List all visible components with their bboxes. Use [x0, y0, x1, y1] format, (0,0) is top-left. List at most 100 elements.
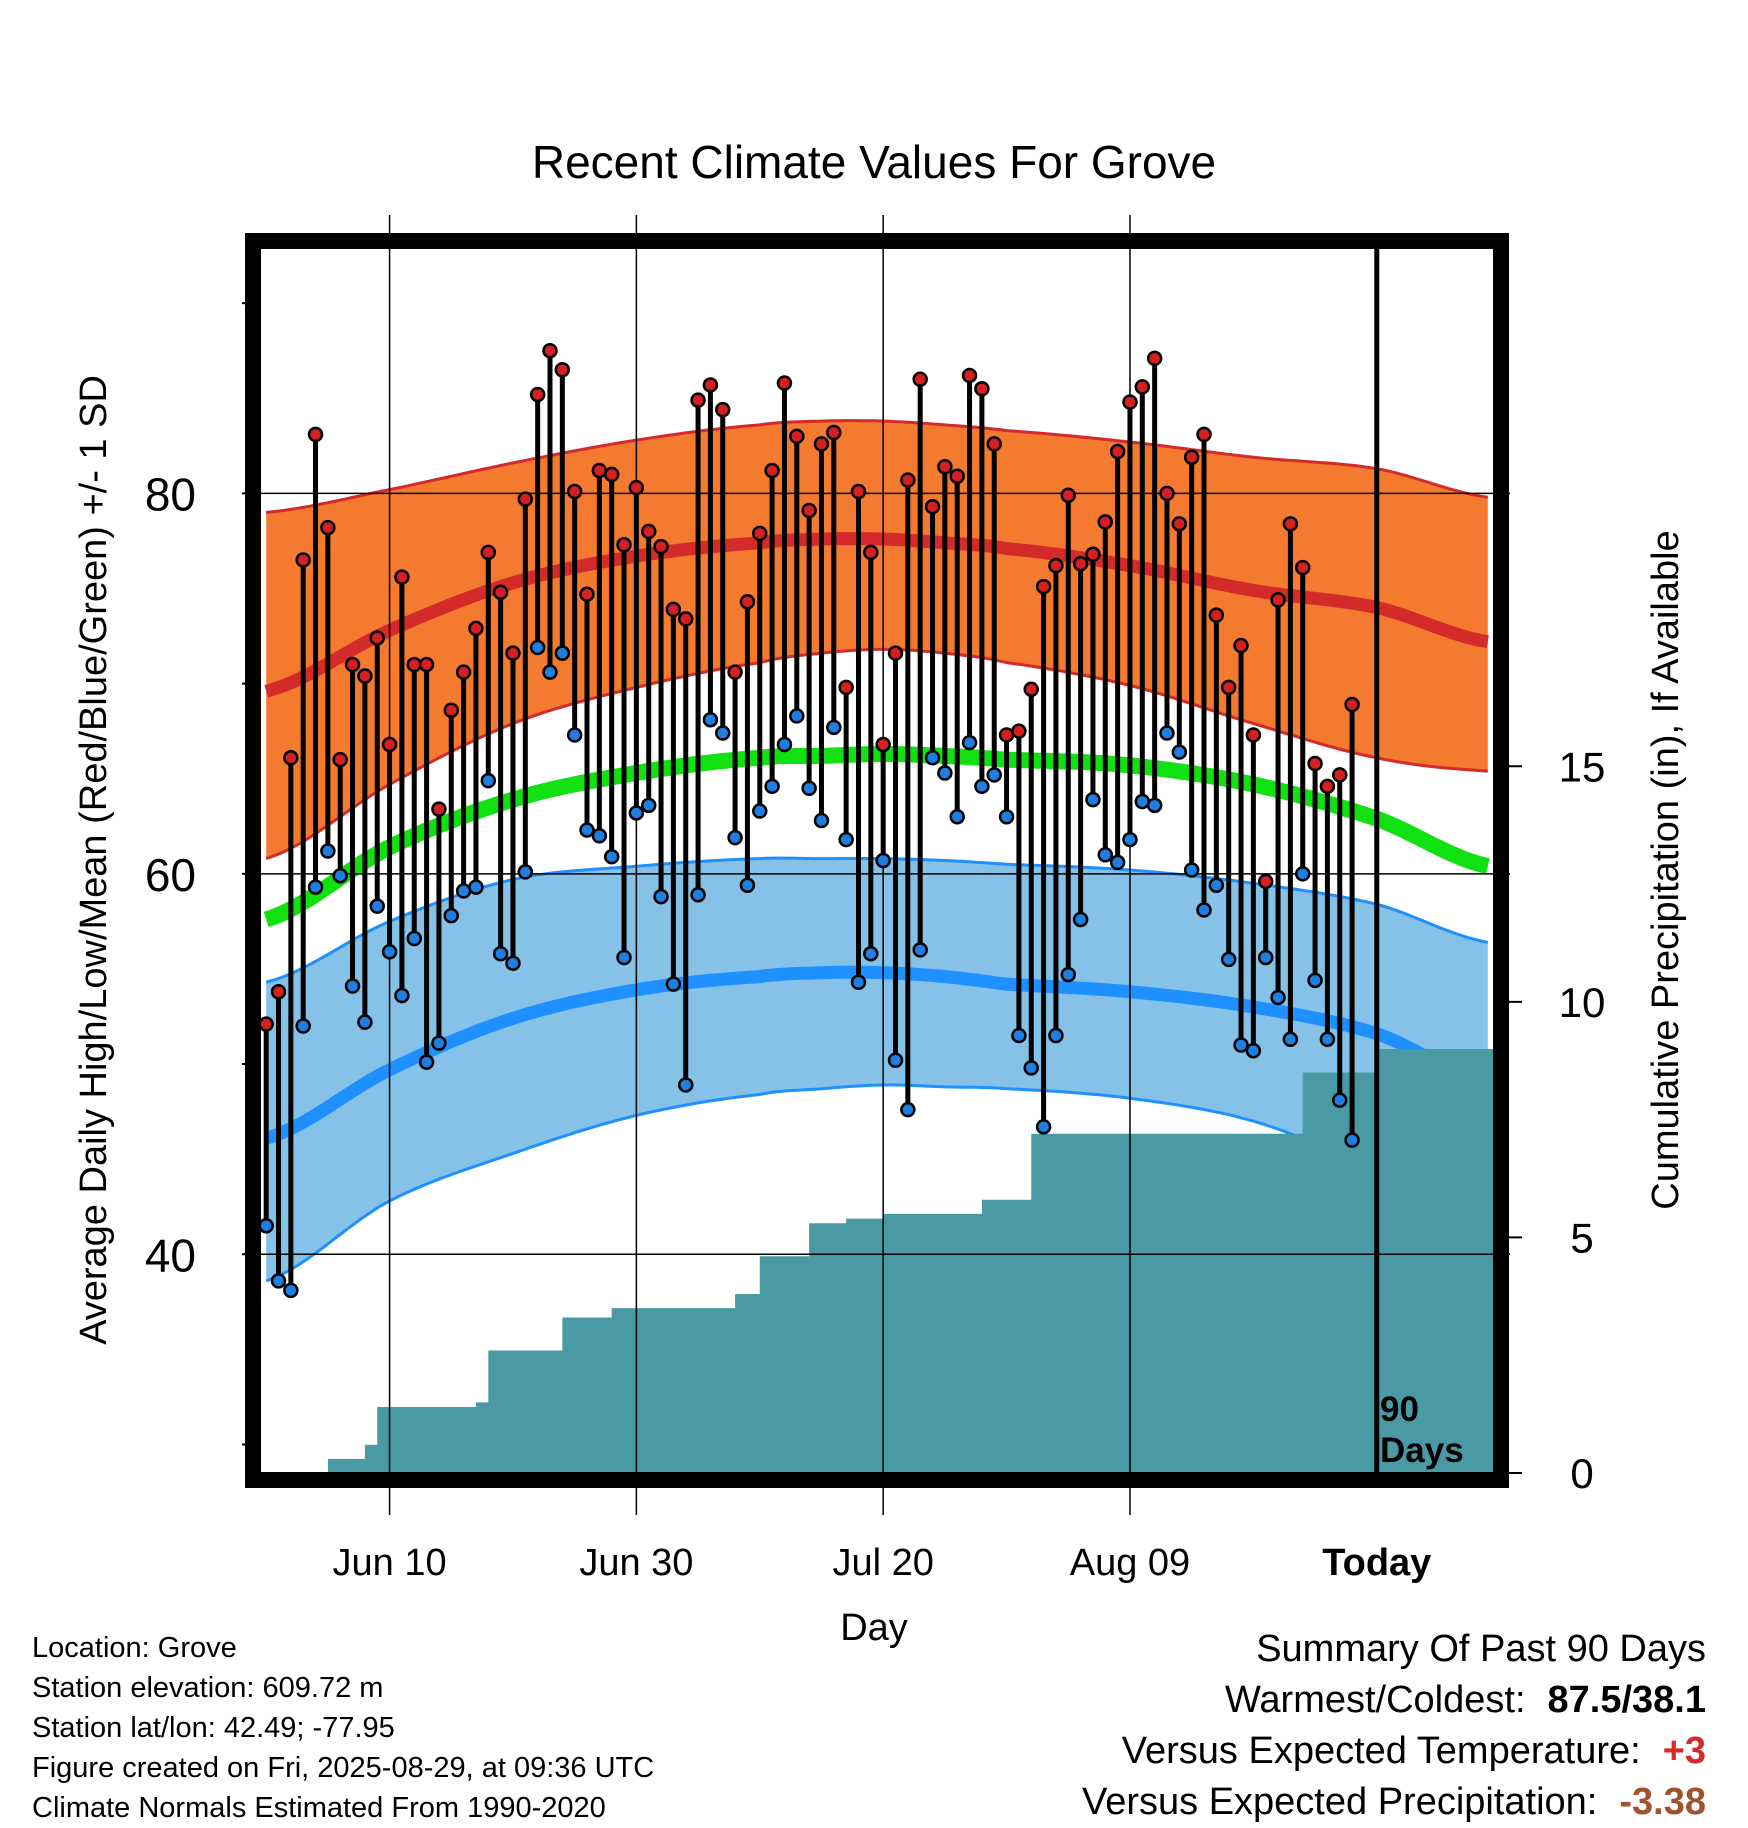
- daily-high-point: [1270, 592, 1286, 608]
- daily-low-point: [517, 864, 534, 880]
- daily-low-point: [887, 1052, 904, 1068]
- daily-low-point: [431, 1035, 447, 1051]
- daily-high-point: [924, 498, 941, 515]
- daily-high-point: [1023, 681, 1039, 698]
- daily-high-point: [801, 502, 817, 519]
- daily-high-point: [1134, 379, 1151, 395]
- daily-low-point: [727, 829, 743, 846]
- daily-low-point: [542, 664, 558, 680]
- daily-low-point: [554, 645, 571, 661]
- low-sd-band-fill: [266, 858, 1488, 1281]
- daily-high-point: [1344, 696, 1360, 713]
- daily-high-point: [900, 472, 916, 488]
- precip-row: Versus Expected Precipitation: -3.38: [1082, 1777, 1706, 1828]
- warm-cold-row: Warmest/Coldest: 87.5/38.1: [1082, 1675, 1706, 1726]
- normal-low-line: [264, 965, 1490, 1145]
- daily-low-point: [468, 879, 484, 895]
- daily-high-point: [591, 462, 608, 479]
- daily-high-point: [776, 375, 793, 391]
- daily-low-point: [283, 1282, 299, 1299]
- location-text: Location: Grove: [32, 1632, 237, 1664]
- daily-low-point: [529, 639, 546, 656]
- daily-high-point: [332, 751, 348, 768]
- plot-frame: [245, 233, 1509, 1488]
- daily-low-point: [1196, 902, 1212, 918]
- daily-low-point: [924, 750, 941, 766]
- daily-low-point: [1097, 847, 1114, 863]
- daily-low-point: [1294, 866, 1311, 882]
- temp-value: +3: [1662, 1730, 1706, 1772]
- y-tick-label: 80: [145, 468, 196, 520]
- daily-low-point: [1134, 793, 1151, 810]
- daily-low-point: [258, 1217, 274, 1234]
- daily-high-point: [1146, 350, 1163, 367]
- daily-high-point: [764, 462, 780, 479]
- daily-high-point: [690, 392, 706, 408]
- daily-high-point: [1048, 557, 1064, 574]
- daily-low-point: [270, 1273, 287, 1289]
- daily-low-point: [1208, 877, 1225, 893]
- summary-heading: Summary Of Past 90 Days: [1256, 1628, 1706, 1670]
- daily-high-point: [468, 620, 484, 637]
- daily-high-point: [677, 611, 694, 627]
- daily-low-point: [616, 949, 632, 966]
- daily-low-point: [1245, 1042, 1262, 1059]
- daily-low-point: [863, 945, 879, 962]
- daily-low-point: [974, 778, 990, 795]
- daily-high-point: [1307, 755, 1323, 772]
- daily-low-point: [1023, 1060, 1039, 1076]
- created-text: Figure created on Fri, 2025-08-29, at 09…: [32, 1752, 655, 1784]
- daily-high-point: [406, 656, 422, 673]
- daily-high-point: [529, 386, 546, 403]
- today-days-label: 90: [1380, 1390, 1419, 1429]
- y-axis-label: Average Daily High/Low/Mean (Red/Blue/Gr…: [73, 375, 115, 1345]
- daily-low-point: [998, 809, 1015, 825]
- daily-low-point: [1146, 797, 1163, 814]
- daily-low-point: [332, 867, 348, 884]
- daily-high-point: [1183, 449, 1200, 465]
- daily-low-point: [1233, 1037, 1249, 1053]
- warm-cold-label: Warmest/Coldest:: [1224, 1679, 1526, 1721]
- daily-high-point: [702, 377, 719, 393]
- daily-high-point: [554, 361, 571, 378]
- precipitation-area: [315, 1048, 1494, 1473]
- precip-label: Versus Expected Precipitation:: [1081, 1781, 1598, 1823]
- daily-high-point: [739, 594, 756, 610]
- daily-low-point: [653, 888, 669, 905]
- daily-high-point: [1122, 394, 1138, 410]
- daily-high-point: [949, 468, 965, 485]
- daily-high-point: [566, 483, 583, 500]
- daily-low-point: [394, 987, 410, 1004]
- daily-low-point: [603, 848, 620, 865]
- daily-high-point: [653, 538, 669, 555]
- normals-text: Climate Normals Estimated From 1990-2020: [32, 1792, 606, 1824]
- daily-low-point: [307, 879, 324, 895]
- daily-low-point: [986, 767, 1002, 783]
- daily-high-point: [418, 656, 435, 673]
- daily-low-point: [677, 1077, 694, 1093]
- daily-high-point: [1332, 767, 1348, 783]
- daily-low-point: [1011, 1027, 1027, 1044]
- daily-low-point: [776, 736, 793, 753]
- daily-low-point: [826, 719, 842, 736]
- high-sd-band-lower-edge: [265, 647, 1488, 861]
- daily-low-point: [1060, 966, 1077, 983]
- daily-low-point: [1109, 854, 1126, 871]
- daily-high-point: [455, 664, 472, 680]
- daily-high-point: [1282, 516, 1299, 532]
- y-tick-label: 60: [145, 849, 196, 901]
- daily-low-point: [937, 765, 953, 781]
- daily-low-point: [690, 886, 706, 903]
- daily-low-point: [1183, 862, 1200, 878]
- daily-high-point: [1196, 426, 1212, 443]
- daily-low-point: [1220, 951, 1237, 968]
- y2-tick-label: 10: [1559, 979, 1606, 1026]
- daily-high-point: [443, 702, 460, 718]
- daily-low-point: [566, 727, 583, 743]
- daily-high-point: [826, 424, 842, 441]
- station-info: Location: Grove Station elevation: 609.7…: [32, 1628, 654, 1828]
- x-tick-label: Jun 30: [579, 1542, 693, 1584]
- precip-area: [315, 1048, 1494, 1473]
- daily-high-point: [628, 479, 645, 496]
- daily-high-point: [307, 426, 324, 443]
